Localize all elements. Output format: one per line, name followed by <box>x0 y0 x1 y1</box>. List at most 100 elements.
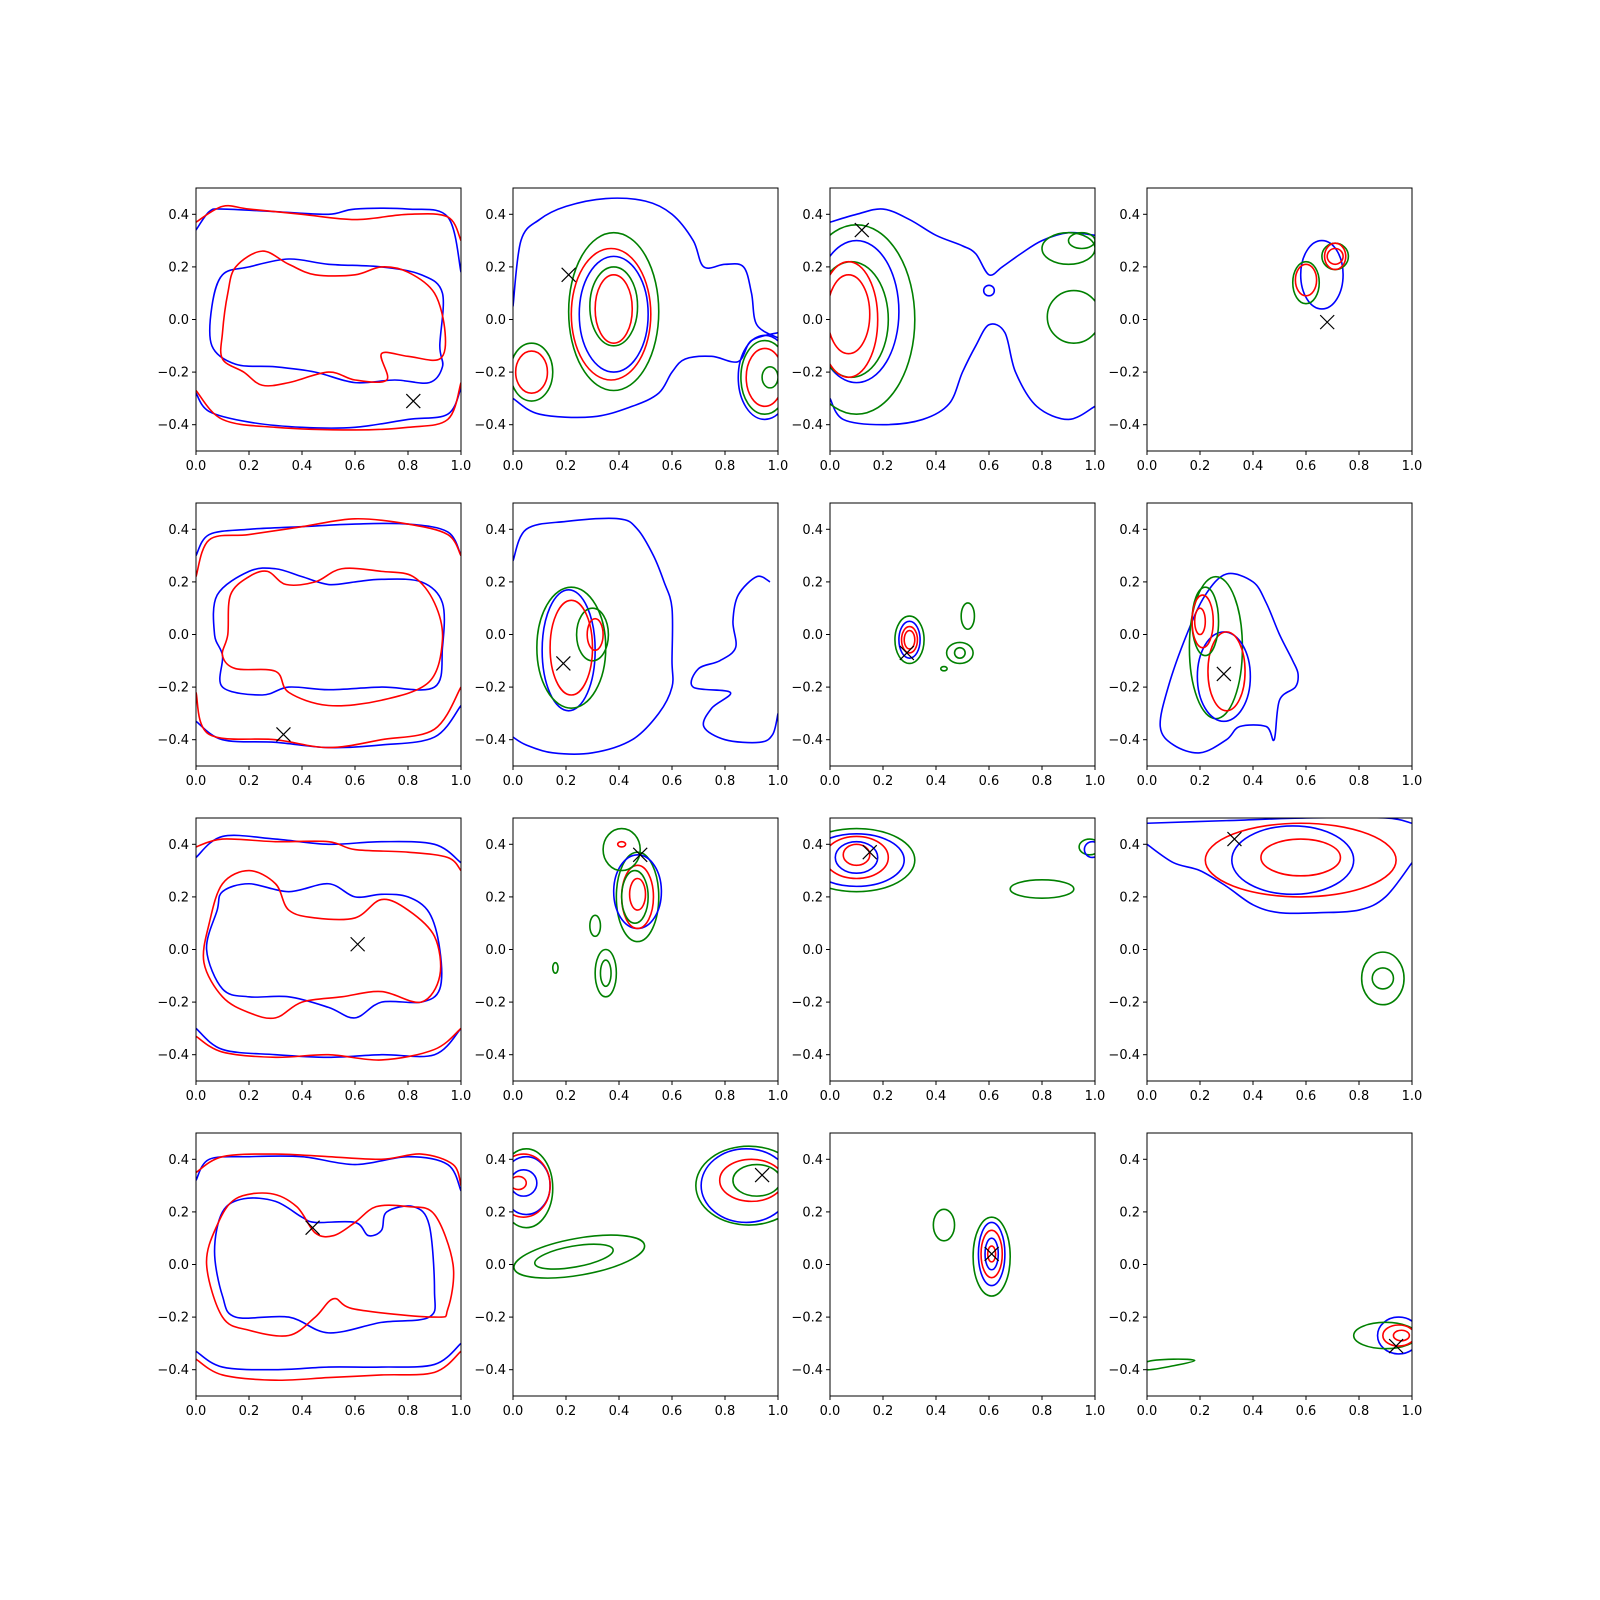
x-tick-label: 0.6 <box>979 459 1000 474</box>
y-tick-label: 0.0 <box>168 628 189 643</box>
red-contour-line <box>196 204 461 241</box>
contour-group <box>1291 239 1350 310</box>
blue-contour-line <box>1083 840 1095 859</box>
y-tick-label: −0.4 <box>474 1363 506 1378</box>
red-contour-line <box>1207 631 1246 712</box>
x-tick-label: 0.8 <box>1032 1089 1053 1104</box>
y-tick-label: −0.4 <box>474 418 506 433</box>
red-contour-line <box>196 838 461 872</box>
green-contour-line <box>513 342 554 402</box>
red-contour-line <box>1294 263 1318 297</box>
y-tick-label: −0.2 <box>1108 1311 1140 1326</box>
contour-group <box>1159 572 1300 754</box>
y-tick-label: 0.4 <box>1119 1153 1140 1168</box>
red-contour-line <box>513 1153 551 1218</box>
x-tick-label: 0.8 <box>1032 774 1053 789</box>
x-tick-label: 0.8 <box>398 1404 419 1419</box>
y-tick-label: 0.0 <box>1119 628 1140 643</box>
x-tick-label: 1.0 <box>1402 1404 1423 1419</box>
x-tick-label: 0.0 <box>1137 774 1158 789</box>
y-tick-label: 0.0 <box>485 943 506 958</box>
y-tick-label: 0.0 <box>802 628 823 643</box>
y-tick-label: −0.4 <box>1108 1363 1140 1378</box>
blue-contour-line <box>513 197 778 339</box>
y-tick-label: 0.0 <box>485 628 506 643</box>
x-marker <box>350 936 366 952</box>
y-tick-label: 0.4 <box>802 838 823 853</box>
y-tick-label: −0.2 <box>474 996 506 1011</box>
blue-contour-line <box>984 1237 1000 1271</box>
red-contour-line <box>205 1192 455 1337</box>
x-tick-label: 0.6 <box>979 1404 1000 1419</box>
x-tick-label: 0.2 <box>556 1404 577 1419</box>
x-tick-label: 0.6 <box>345 1404 366 1419</box>
y-tick-label: −0.2 <box>1108 996 1140 1011</box>
y-tick-label: 0.4 <box>802 523 823 538</box>
y-tick-label: 0.2 <box>1119 575 1140 590</box>
x-tick-label: 0.8 <box>715 1089 736 1104</box>
x-tick-label: 0.6 <box>662 774 683 789</box>
green-contour-line <box>894 615 925 665</box>
green-contour-line <box>945 641 974 665</box>
x-marker <box>276 727 291 742</box>
red-contour-line <box>830 274 871 355</box>
x-tick-label: 0.4 <box>609 1089 630 1104</box>
y-tick-label: −0.2 <box>157 996 189 1011</box>
green-contour-line <box>1041 231 1095 266</box>
subplot-4-2: 0.0 0.2 0.4 0.6 0.8 1.0 −0.4 −0.2 0.0 0.2 0.4 <box>474 1132 788 1419</box>
blue-contour-line <box>1376 1316 1412 1355</box>
x-tick-label: 0.2 <box>556 1089 577 1104</box>
red-contour-line <box>202 869 442 1020</box>
red-contour-line <box>830 260 879 379</box>
x-tick-label: 0.4 <box>1243 459 1264 474</box>
y-tick-label: −0.4 <box>157 1048 189 1063</box>
x-tick-label: 1.0 <box>1402 459 1423 474</box>
x-tick-label: 0.2 <box>873 1404 894 1419</box>
blue-contour-line <box>737 334 778 421</box>
subplot-2-3: 0.0 0.2 0.4 0.6 0.8 1.0 −0.4 −0.2 0.0 0.2 0.4 <box>791 502 1105 789</box>
subplot-3-4: 0.0 0.2 0.4 0.6 0.8 1.0 −0.4 −0.2 0.0 0.2 0.4 <box>1108 817 1422 1104</box>
y-tick-label: −0.4 <box>1108 1048 1140 1063</box>
y-tick-label: −0.2 <box>157 1311 189 1326</box>
red-contour-line <box>1193 607 1207 636</box>
y-tick-label: −0.4 <box>157 418 189 433</box>
x-tick-label: 0.8 <box>1349 774 1370 789</box>
blue-contour-line <box>196 1027 461 1059</box>
y-tick-label: 0.2 <box>168 575 189 590</box>
x-tick-label: 0.4 <box>926 459 947 474</box>
x-tick-label: 0.0 <box>820 1089 841 1104</box>
x-tick-label: 0.2 <box>556 774 577 789</box>
x-tick-label: 0.6 <box>662 459 683 474</box>
red-contour-line <box>586 617 604 652</box>
x-tick-label: 0.0 <box>1137 1089 1158 1104</box>
y-tick-label: 0.0 <box>1119 313 1140 328</box>
y-tick-label: −0.4 <box>791 418 823 433</box>
x-tick-label: 0.4 <box>926 1089 947 1104</box>
x-tick-label: 0.0 <box>186 774 207 789</box>
red-contour-line <box>980 1229 1004 1279</box>
red-contour-line <box>903 629 916 650</box>
subplot-2-4: 0.0 0.2 0.4 0.6 0.8 1.0 −0.4 −0.2 0.0 0.2 0.4 <box>1108 502 1422 789</box>
y-tick-label: 0.4 <box>485 523 506 538</box>
y-tick-label: 0.4 <box>1119 523 1140 538</box>
red-contour-line <box>570 247 652 381</box>
x-marker <box>305 1220 321 1236</box>
green-contour-line <box>972 1216 1012 1297</box>
y-tick-label: 0.4 <box>168 838 189 853</box>
x-tick-label: 0.8 <box>1032 1404 1053 1419</box>
x-tick-label: 0.6 <box>979 774 1000 789</box>
x-tick-label: 0.6 <box>345 774 366 789</box>
x-tick-label: 0.4 <box>1243 1404 1264 1419</box>
x-tick-label: 0.0 <box>1137 459 1158 474</box>
subplot-4-4: 0.0 0.2 0.4 0.6 0.8 1.0 −0.4 −0.2 0.0 0.2 0.4 <box>1108 1132 1423 1419</box>
y-tick-label: −0.2 <box>791 366 823 381</box>
red-contour-line <box>196 517 461 577</box>
contour-group <box>196 834 461 1061</box>
x-tick-label: 0.8 <box>1349 1089 1370 1104</box>
blue-contour-line <box>196 387 461 429</box>
red-contour-line <box>219 250 447 387</box>
x-marker <box>1216 666 1232 682</box>
red-contour-line <box>196 686 461 749</box>
